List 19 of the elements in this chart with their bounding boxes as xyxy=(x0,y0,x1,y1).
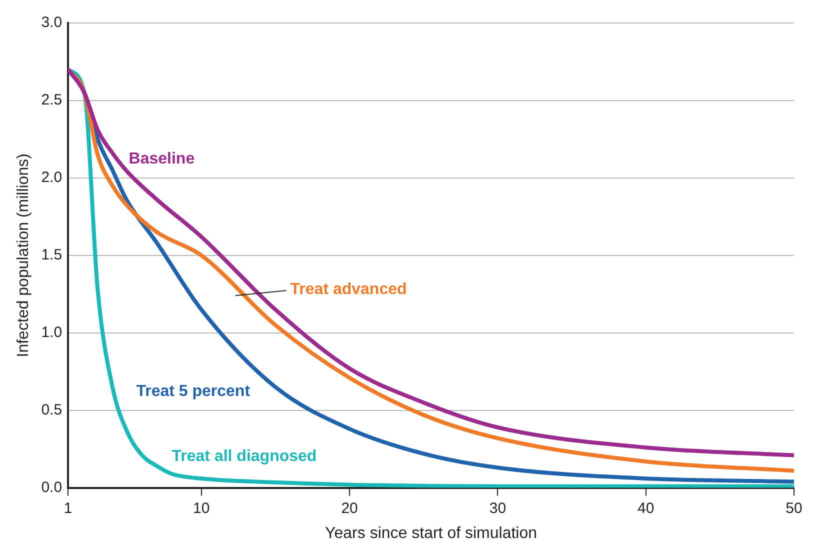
y-tick-label: 0.5 xyxy=(41,401,62,418)
series-label: Treat advanced xyxy=(290,280,407,298)
x-tick-label: 30 xyxy=(489,500,506,517)
x-axis-title: Years since start of simulation xyxy=(325,524,538,542)
y-tick-label: 1.0 xyxy=(41,324,62,342)
y-tick-label: 1.5 xyxy=(41,246,62,264)
series-label: Treat 5 percent xyxy=(136,383,251,400)
y-tick-label: 2.5 xyxy=(41,92,62,109)
y-tick-label: 3.0 xyxy=(41,14,62,32)
y-axis-title: Infected population (millions) xyxy=(15,154,32,358)
x-tick-label: 10 xyxy=(193,500,210,517)
series-label: Treat all diagnosed xyxy=(172,448,317,466)
x-tick-label: 20 xyxy=(341,500,358,517)
x-tick-label: 50 xyxy=(786,500,802,517)
x-tick-label: 1 xyxy=(64,500,72,517)
y-tick-label: 2.0 xyxy=(41,169,62,186)
series-label: Baseline xyxy=(128,150,195,168)
x-tick-label: 40 xyxy=(638,500,654,517)
y-tick-label: 0.0 xyxy=(41,478,62,496)
